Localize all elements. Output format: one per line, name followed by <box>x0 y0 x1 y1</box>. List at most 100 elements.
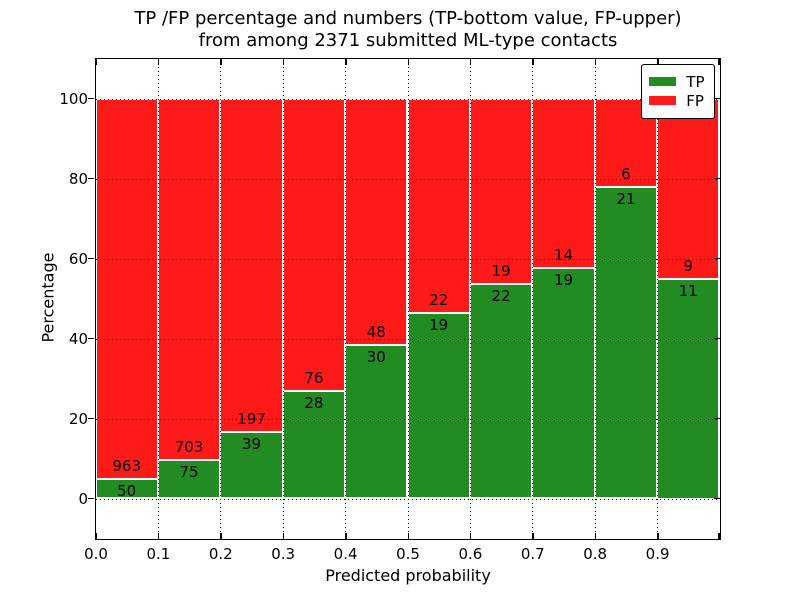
x-tick-label: 0.4 <box>333 545 358 563</box>
bar-segment-fp <box>220 98 283 433</box>
x-tick-mark-top <box>282 58 285 65</box>
bar-count-label-tp: 22 <box>491 286 511 305</box>
x-tick-label: 0.9 <box>645 545 670 563</box>
bar-count-label-fp: 48 <box>366 322 386 341</box>
legend-label-fp: FP <box>686 91 704 110</box>
plot-area: 963 50 703 75 197 39 76 28 48 30 22 19 19 22 14 19 6 21 9 1… <box>87 57 721 540</box>
gridline-vertical <box>594 58 596 539</box>
y-tick-label: 100 <box>59 90 88 108</box>
y-tick-label: 40 <box>68 330 88 348</box>
y-tick-label: 60 <box>68 250 88 268</box>
bar-count-label-fp: 197 <box>237 410 266 429</box>
bar-count-label-tp: 28 <box>304 393 324 412</box>
legend-item-tp: TP <box>649 72 705 91</box>
x-tick-label: 0.2 <box>208 545 233 563</box>
bar-segment-tp <box>469 283 533 499</box>
x-tick-mark-top <box>718 58 720 65</box>
bar-segment-fp <box>345 98 408 345</box>
bar-count-label-fp: 9 <box>683 256 694 275</box>
bar-count-label-fp: 76 <box>304 368 324 387</box>
gridline-vertical <box>157 58 159 539</box>
x-tick-label: 0.1 <box>146 545 171 563</box>
y-tick-label: 0 <box>78 490 88 508</box>
bar-segment-fp <box>282 98 346 391</box>
bar-count-label-tp: 39 <box>241 435 262 454</box>
bar-count-label-tp: 21 <box>616 190 636 209</box>
gridline-vertical <box>407 58 409 539</box>
x-tick-mark-bottom <box>345 532 347 539</box>
x-tick-label: 0.3 <box>271 545 296 563</box>
gridline-vertical <box>657 58 659 539</box>
y-tick-mark-left <box>87 177 94 180</box>
bar-count-label-fp: 6 <box>621 165 631 184</box>
y-tick-mark-right <box>713 97 720 100</box>
chart-title: TP /FP percentage and numbers (TP-bottom… <box>94 8 722 52</box>
bar-count-label-fp: 19 <box>491 261 511 280</box>
x-tick-label: 0.0 <box>84 545 108 563</box>
chart-title-line2: from among 2371 submitted ML-type contac… <box>198 30 618 51</box>
x-tick-mark-bottom <box>469 532 472 539</box>
x-axis-label: Predicted probability <box>325 566 491 585</box>
bar-segment-tp <box>407 313 470 499</box>
bar-count-label-tp: 30 <box>366 347 386 366</box>
x-tick-mark-top <box>657 58 659 65</box>
x-tick-mark-top <box>407 58 409 65</box>
y-axis-label: Percentage <box>38 252 58 343</box>
bar-segment-fp <box>157 98 221 460</box>
gridline-vertical <box>469 58 471 539</box>
x-tick-mark-bottom <box>657 532 659 539</box>
bar-count-label-fp: 963 <box>112 456 142 475</box>
bar-count-label-tp: 19 <box>429 316 449 335</box>
x-tick-mark-top <box>95 58 97 65</box>
y-tick-mark-right <box>713 257 720 260</box>
x-tick-mark-bottom <box>407 532 409 539</box>
bar-count-label-tp: 75 <box>179 462 199 481</box>
bar-segment-fp <box>532 98 595 269</box>
gridline-vertical <box>345 58 347 539</box>
gridline-vertical <box>282 58 284 539</box>
x-tick-mark-top <box>594 58 597 65</box>
bar-segment-fp <box>657 98 720 279</box>
y-tick-mark-left <box>87 337 94 340</box>
legend-swatch-tp <box>649 77 677 86</box>
bar-segment-tp <box>657 278 720 499</box>
x-tick-mark-top <box>220 58 222 65</box>
y-tick-mark-right <box>713 417 720 420</box>
x-tick-label: 0.5 <box>396 545 420 563</box>
bar-count-label-tp: 50 <box>117 481 137 500</box>
bar-segment-tp <box>282 390 346 499</box>
x-tick-mark-bottom <box>220 532 222 539</box>
gridline-vertical <box>532 58 534 539</box>
bar-count-label-tp: 19 <box>553 271 574 290</box>
bar-segment-fp <box>407 98 470 314</box>
y-tick-mark-right <box>713 497 720 500</box>
x-tick-mark-top <box>469 58 472 65</box>
x-tick-mark-bottom <box>594 532 597 539</box>
bar-count-label-fp: 14 <box>553 246 574 265</box>
bar-segment-tp <box>594 187 658 499</box>
chart-title-line1: TP /FP percentage and numbers (TP-bottom… <box>134 8 682 29</box>
x-tick-mark-top <box>532 58 534 65</box>
y-tick-mark-left <box>87 97 94 100</box>
y-tick-mark-left <box>87 497 94 500</box>
gridline-vertical <box>220 58 222 539</box>
legend-swatch-fp <box>649 96 677 105</box>
y-tick-label: 80 <box>68 170 88 188</box>
bar-count-label-fp: 22 <box>429 291 449 310</box>
y-tick-mark-left <box>87 417 94 420</box>
bar-segment-tp <box>157 459 221 499</box>
bar-segment-fp <box>95 98 158 479</box>
x-tick-mark-top <box>345 58 347 65</box>
y-tick-mark-left <box>87 257 94 260</box>
legend-label-tp: TP <box>686 72 705 91</box>
x-tick-mark-bottom <box>95 532 97 539</box>
legend-item-fp: FP <box>649 93 704 109</box>
bar-segment-fp <box>469 98 533 284</box>
legend: TP FP <box>641 63 715 119</box>
x-tick-label: 0.8 <box>583 545 608 563</box>
bar-segment-tp <box>95 478 158 499</box>
x-tick-label: 0.7 <box>520 545 545 563</box>
bar-segment-tp <box>532 268 595 499</box>
x-tick-label: 0.6 <box>458 545 483 563</box>
